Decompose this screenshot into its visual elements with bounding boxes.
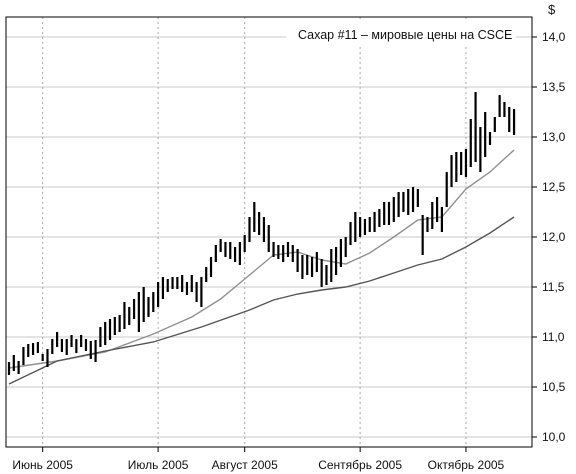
x-tick-label: Октябрь 2005 (428, 458, 505, 472)
chart-title-box: Сахар #11 – мировые цены на CSCE (286, 21, 516, 47)
chart-title: Сахар #11 – мировые цены на CSCE (298, 28, 512, 42)
x-tick-label: Август 2005 (212, 458, 278, 472)
x-tick-label: Сентябрь 2005 (318, 458, 402, 472)
x-axis-ticks: Июнь 2005 Июль 2005 Август 2005 Сентябрь 20… (12, 447, 505, 472)
y-tick-label: 13,5 (542, 80, 566, 94)
y-tick-label: 11,0 (542, 330, 565, 344)
moving-average-line (8, 149, 515, 369)
y-tick-label: 10,5 (542, 380, 566, 394)
y-tick-label: 10,0 (542, 430, 566, 444)
moving-average-lines (8, 149, 515, 385)
y-tick-label: 12,0 (542, 230, 566, 244)
moving-average-line (8, 216, 515, 385)
x-tick-label: Июнь 2005 (12, 458, 73, 472)
y-tick-label: 13,0 (542, 130, 566, 144)
y-tick-label: 14,0 (542, 30, 566, 44)
plot-frame (5, 16, 533, 448)
y-tick-label: 12,5 (542, 180, 566, 194)
price-bars (7, 92, 516, 375)
x-tick-label: Июль 2005 (128, 458, 189, 472)
y-axis-unit: $ (548, 2, 556, 17)
y-tick-label: 11,5 (542, 280, 565, 294)
y-axis-ticks: 14,0 13,5 13,0 12,5 12,0 11,5 11,0 10,5 10,0 (532, 30, 566, 444)
